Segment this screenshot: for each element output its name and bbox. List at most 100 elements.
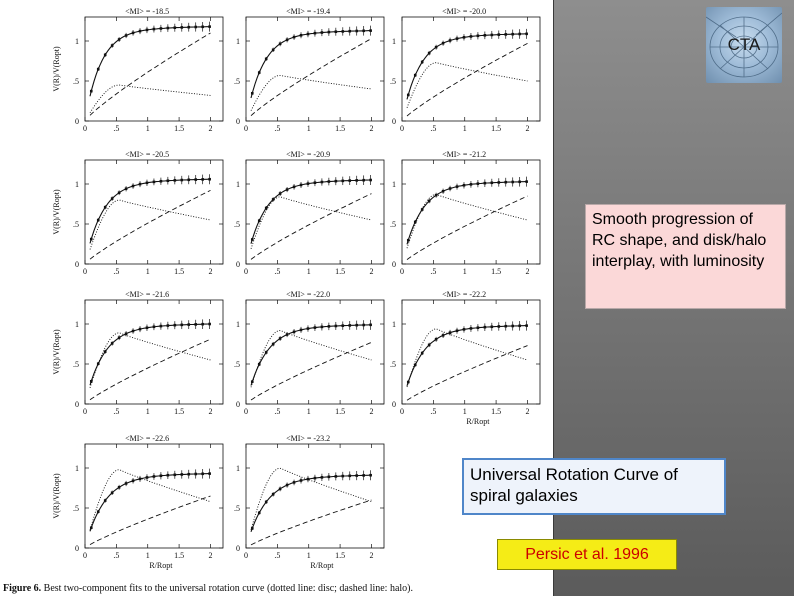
data-point [334,475,338,478]
data-point [462,183,466,187]
y-tick-label: .5 [234,220,240,229]
total-fit-line [406,33,528,100]
x-tick-label: .5 [430,267,436,276]
data-point [250,91,254,95]
data-point [362,29,365,33]
data-point [427,199,431,203]
panel-frame [401,159,541,265]
halo-dashed-line [406,195,528,260]
y-tick-label: 1 [236,464,240,473]
data-point [166,179,170,183]
data-point [285,483,289,487]
x-tick-label: 2 [369,267,373,276]
data-point [250,238,254,241]
data-point [152,475,156,478]
y-tick-label: 0 [236,544,240,553]
data-point [110,491,114,495]
x-tick-label: 2 [369,124,373,133]
y-tick-label: 0 [75,117,79,126]
x-tick-label: .5 [274,407,280,416]
x-tick-label: .5 [274,267,280,276]
y-tick-label: 1 [75,320,79,329]
data-point [406,93,410,97]
data-point [110,342,114,345]
data-point [306,32,310,36]
data-point [89,526,93,530]
disk-dotted-line [89,469,211,531]
data-point [138,327,142,331]
data-point [173,473,177,477]
y-tick-label: .5 [234,360,240,369]
data-point [124,187,128,191]
x-tick-label: 1 [307,551,311,560]
total-fit-line [406,325,528,386]
data-point [145,28,149,32]
x-tick-label: 1 [463,407,467,416]
y-tick-label: 1 [392,37,396,46]
data-point [497,181,501,184]
x-tick-label: 0 [244,124,248,133]
halo-dashed-line [89,189,211,260]
x-tick-label: .5 [113,407,119,416]
data-point [441,334,445,337]
data-point [448,331,452,334]
data-point [504,324,508,328]
data-point [208,177,211,181]
data-point [490,33,494,37]
x-tick-label: .5 [113,551,119,560]
data-point [434,45,438,49]
data-point [257,71,261,74]
x-tick-label: 1 [307,124,311,133]
data-point [96,362,100,366]
data-point [455,185,459,188]
caption-label: Figure 6. [3,583,42,594]
total-fit-line [89,323,211,386]
data-point [292,35,296,39]
data-point [201,25,204,29]
x-tick-label: 1.5 [491,124,501,133]
data-point [362,178,365,182]
y-tick-label: .5 [73,77,79,86]
data-point [299,33,303,37]
data-point [327,180,331,183]
data-point [96,67,100,71]
halo-dashed-line [89,338,211,401]
data-point [483,34,487,37]
data-point [518,32,521,36]
data-point [187,178,191,182]
panel-frame [401,299,541,405]
data-point [187,323,191,326]
data-point [348,324,352,327]
y-tick-label: 0 [392,117,396,126]
data-point [264,57,268,61]
y-tick-label: 0 [75,260,79,269]
data-point [264,351,268,354]
data-point [341,474,345,478]
data-point [166,473,170,477]
data-point [159,179,163,183]
panel-frame [245,443,385,549]
x-tick-label: 1 [307,267,311,276]
data-point [89,380,93,383]
data-point [173,323,177,327]
data-point [518,324,521,328]
y-tick-label: .5 [390,220,396,229]
panel-frame [245,16,385,122]
callout-reference: Persic et al. 1996 [497,539,677,570]
data-point [285,333,289,336]
data-point [462,36,466,39]
x-tick-label: 2 [208,267,212,276]
data-point [131,31,135,35]
data-point [299,479,303,482]
y-tick-label: 1 [392,320,396,329]
data-point [476,182,480,185]
data-point [313,181,317,185]
halo-dashed-line [250,341,372,401]
data-point [208,472,211,475]
y-tick-label: 0 [236,400,240,409]
y-tick-label: 1 [236,320,240,329]
callout-rc-shape: Smooth progression of RC shape, and disk… [585,204,786,309]
figure-caption: Figure 6. Best two-component fits to the… [3,583,553,594]
data-point [159,324,163,328]
data-point [124,482,128,485]
